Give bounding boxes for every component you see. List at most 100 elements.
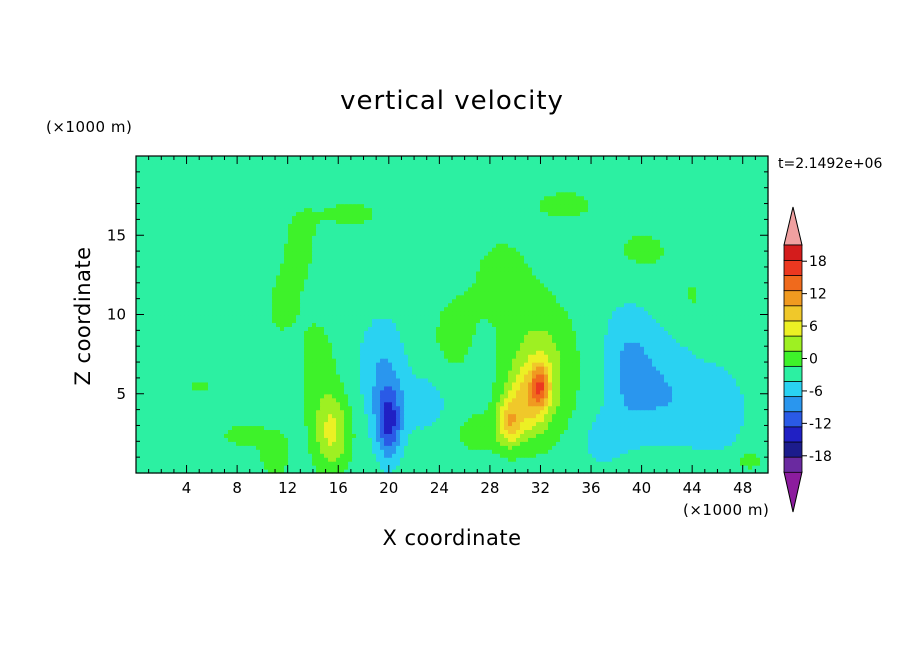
field-cell <box>464 377 469 383</box>
field-cell <box>228 362 233 367</box>
field-cell <box>708 393 713 399</box>
field-cell <box>344 437 349 442</box>
field-cell <box>288 433 293 438</box>
field-cell <box>260 429 265 434</box>
field-cell <box>300 401 305 407</box>
field-cell <box>488 445 493 450</box>
field-cell <box>452 469 457 474</box>
field-cell <box>756 366 761 371</box>
field-cell <box>624 350 629 355</box>
field-cell <box>168 369 173 375</box>
field-cell <box>652 366 657 371</box>
field-cell <box>564 453 569 458</box>
field-cell <box>648 366 653 371</box>
field-cell <box>400 397 405 403</box>
field-cell <box>720 445 725 450</box>
field-cell <box>392 449 397 454</box>
field-cell <box>448 445 453 450</box>
field-cell <box>372 369 377 375</box>
field-cell <box>344 469 349 474</box>
field-cell <box>384 465 389 470</box>
field-cell <box>684 429 689 434</box>
field-cell <box>604 469 609 474</box>
field-cell <box>184 393 189 399</box>
field-cell <box>704 389 709 395</box>
field-cell <box>392 437 397 442</box>
field-cell <box>336 373 341 379</box>
field-cell <box>432 393 437 399</box>
field-cell <box>364 465 369 470</box>
field-cell <box>368 433 373 438</box>
field-cell <box>700 369 705 375</box>
field-cell <box>680 433 685 438</box>
field-cell <box>604 393 609 399</box>
field-cell <box>328 405 333 411</box>
field-cell <box>388 441 393 446</box>
field-cell <box>252 366 257 371</box>
field-cell <box>368 461 373 466</box>
field-cell <box>228 465 233 470</box>
field-cell <box>700 469 705 474</box>
field-cell <box>348 425 353 431</box>
field-cell <box>148 433 153 438</box>
field-cell <box>540 429 545 434</box>
field-cell <box>608 350 613 355</box>
field-cell <box>532 449 537 454</box>
field-cell <box>448 441 453 446</box>
field-cell <box>564 469 569 474</box>
field-cell <box>512 373 517 379</box>
field-cell <box>396 377 401 383</box>
field-cell <box>392 346 397 351</box>
field-cell <box>644 385 649 391</box>
field-cell <box>584 425 589 431</box>
field-cell <box>628 354 633 359</box>
field-cell <box>304 425 309 431</box>
field-cell <box>448 350 453 355</box>
field-cell <box>704 354 709 359</box>
field-cell <box>592 461 597 466</box>
field-cell <box>436 401 441 407</box>
field-cell <box>624 366 629 371</box>
field-cell <box>752 381 757 387</box>
field-cell <box>564 393 569 399</box>
field-cell <box>280 354 285 359</box>
field-cell <box>692 437 697 442</box>
field-cell <box>436 354 441 359</box>
field-cell <box>428 433 433 438</box>
field-cell <box>652 358 657 363</box>
field-cell <box>212 366 217 371</box>
field-cell <box>704 401 709 407</box>
field-cell <box>272 449 277 454</box>
field-cell <box>468 346 473 351</box>
field-cell <box>480 445 485 450</box>
field-cell <box>528 362 533 367</box>
field-cell <box>716 358 721 363</box>
field-cell <box>636 433 641 438</box>
field-cell <box>340 362 345 367</box>
field-cell <box>684 441 689 446</box>
field-cell <box>212 457 217 462</box>
field-cell <box>304 373 309 379</box>
time-label: t=2.1492e+06 <box>778 156 883 172</box>
field-cell <box>412 441 417 446</box>
field-cell <box>544 350 549 355</box>
field-cell <box>236 409 241 415</box>
field-cell <box>316 437 321 442</box>
field-cell <box>648 389 653 395</box>
field-cell <box>224 362 229 367</box>
field-cell <box>724 393 729 399</box>
field-cell <box>492 369 497 375</box>
field-cell <box>400 354 405 359</box>
field-cell <box>240 445 245 450</box>
field-cell <box>588 429 593 434</box>
field-cell <box>192 413 197 419</box>
field-cell <box>624 433 629 438</box>
field-cell <box>448 461 453 466</box>
field-cell <box>572 445 577 450</box>
field-cell <box>340 413 345 419</box>
field-cell <box>740 417 745 423</box>
field-cell <box>708 354 713 359</box>
field-cell <box>136 401 141 407</box>
field-cell <box>712 453 717 458</box>
